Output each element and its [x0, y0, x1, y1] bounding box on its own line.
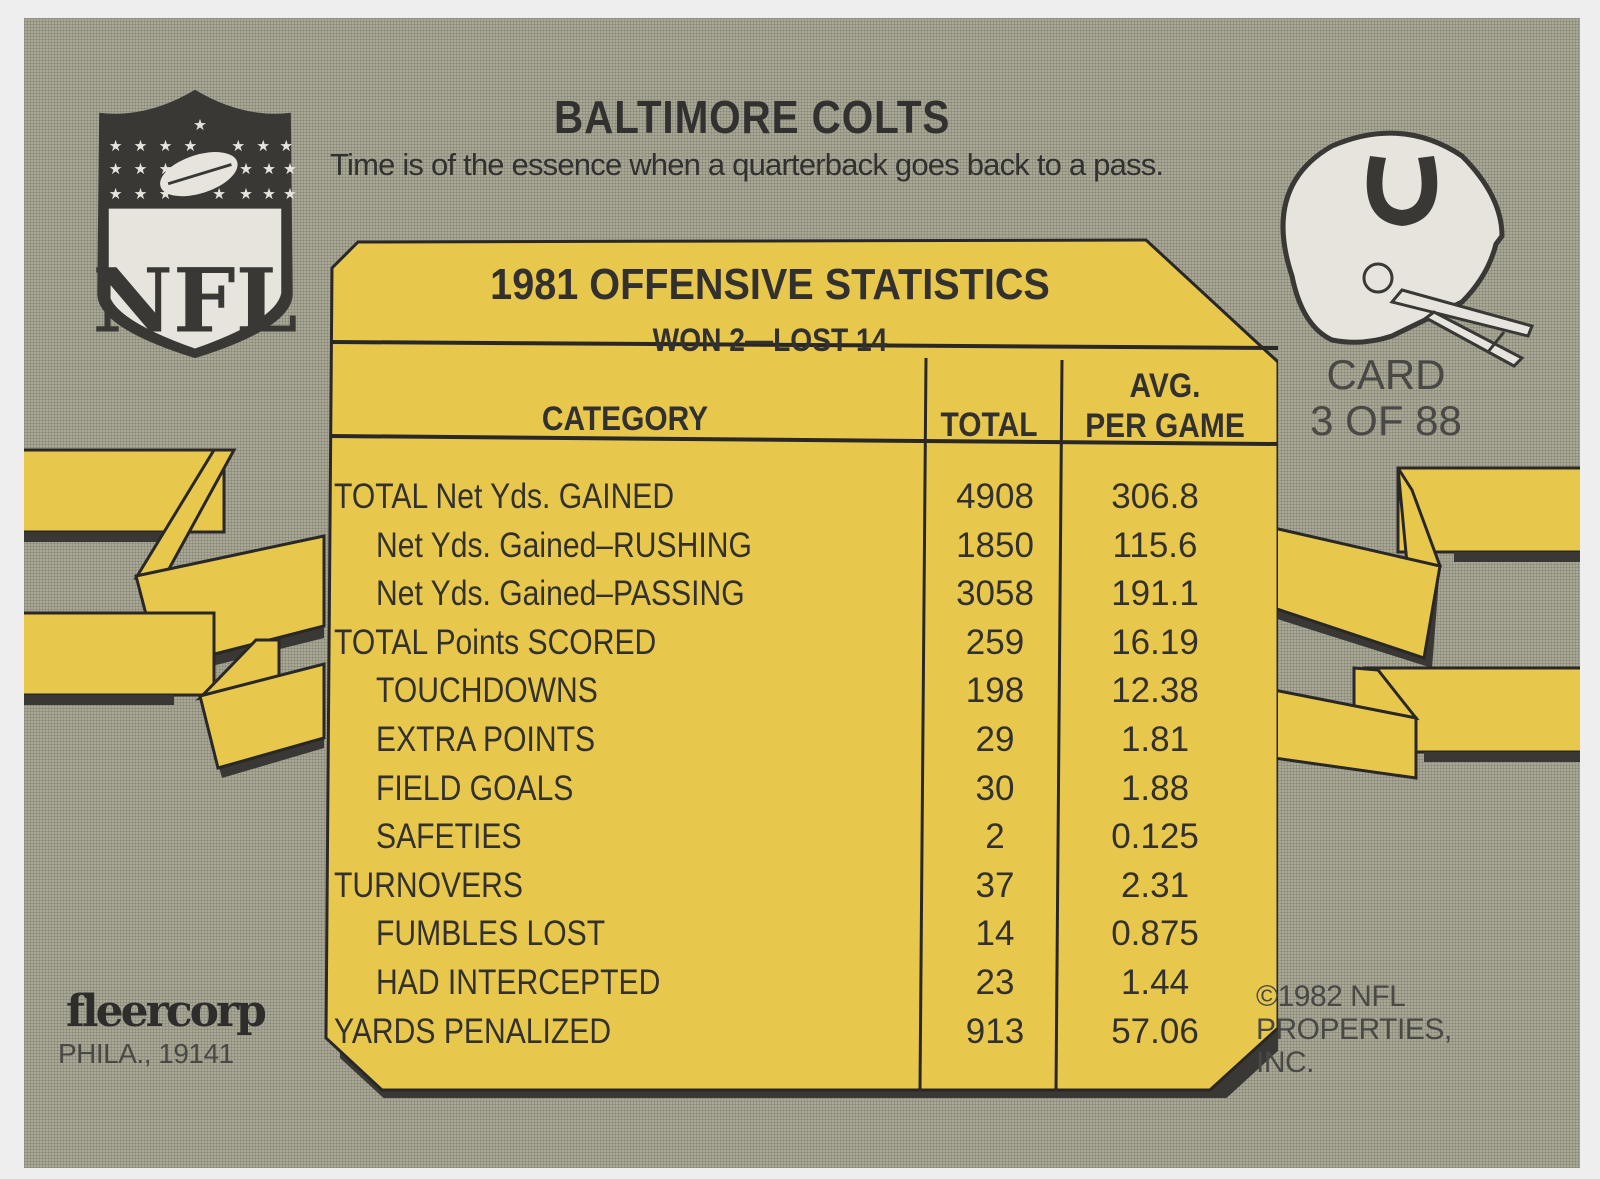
table-row: TOTAL Net Yds. GAINED 4908 306.8	[320, 473, 1278, 522]
row-total: 14	[975, 914, 1015, 954]
row-total: 3058	[956, 574, 1034, 614]
row-avg: 191.1	[1111, 574, 1199, 614]
row-total: 29	[975, 719, 1015, 759]
ribbon-decoration	[24, 448, 1580, 780]
card-number-value: 3 OF 88	[1310, 397, 1462, 444]
row-avg: 0.875	[1111, 914, 1199, 954]
copyright-line: INC.	[1256, 1046, 1314, 1079]
stats-panel-background	[324, 238, 1278, 1098]
row-category: TOUCHDOWNS	[376, 671, 598, 711]
table-row: SAFETIES 2 0.125	[320, 813, 1278, 862]
row-category: Net Yds. Gained–PASSING	[376, 574, 745, 614]
stats-title: 1981 OFFENSIVE STATISTICS	[490, 260, 1050, 309]
team-record: WON 2—LOST 14	[652, 322, 888, 358]
row-category: FUMBLES LOST	[376, 914, 606, 954]
svg-text:★: ★	[193, 116, 207, 134]
svg-text:★: ★	[212, 185, 226, 203]
card-number-label: CARD	[1326, 351, 1446, 398]
row-avg: 57.06	[1111, 1011, 1199, 1051]
table-row: HAD INTERCEPTED 23 1.44	[320, 959, 1278, 1008]
row-total: 2	[985, 817, 1005, 857]
table-row: YARDS PENALIZED 913 57.06	[320, 1008, 1278, 1057]
row-category: TURNOVERS	[334, 865, 523, 905]
colts-helmet-icon	[1280, 130, 1535, 368]
row-avg: 306.8	[1111, 477, 1199, 516]
svg-text:★: ★	[256, 137, 270, 155]
table-row: TOUCHDOWNS 198 12.38	[320, 667, 1278, 716]
row-avg: 0.125	[1111, 817, 1199, 857]
svg-text:★: ★	[109, 160, 123, 178]
row-total: 37	[975, 865, 1015, 905]
column-header-total: TOTAL	[940, 406, 1038, 444]
svg-text:★: ★	[134, 160, 148, 178]
copyright-notice: ©1982 NFL PROPERTIES, INC.	[1256, 980, 1452, 1079]
row-avg: 16.19	[1111, 622, 1199, 662]
nfl-shield-icon: ★ ★ ★ ★ ★ ★ ★ ★ ★ ★ ★ ★ ★ ★ ★ ★ ★ ★ ★ ★ ★ NFL	[92, 89, 298, 359]
row-total: 913	[965, 1011, 1025, 1051]
row-avg: 115.6	[1112, 525, 1198, 565]
column-header-avg-line1: AVG.	[1129, 367, 1201, 405]
tagline: Time is of the essence when a quarterbac…	[330, 147, 1164, 182]
svg-text:★: ★	[239, 160, 253, 178]
row-category: HAD INTERCEPTED	[376, 962, 661, 1002]
row-category: EXTRA POINTS	[376, 719, 596, 759]
table-row: TURNOVERS 37 2.31	[320, 862, 1278, 911]
table-row: FIELD GOALS 30 1.88	[320, 765, 1278, 814]
row-avg: 2.31	[1120, 865, 1190, 905]
row-avg: 1.44	[1120, 962, 1190, 1002]
row-category: TOTAL Points SCORED	[334, 622, 657, 662]
table-row: FUMBLES LOST 14 0.875	[320, 910, 1278, 959]
table-row: Net Yds. Gained–RUSHING 1850 115.6	[320, 522, 1278, 571]
row-category: Net Yds. Gained–RUSHING	[376, 525, 752, 565]
column-header-category: CATEGORY	[541, 400, 709, 438]
svg-text:★: ★	[279, 137, 293, 155]
svg-text:★: ★	[262, 185, 276, 203]
svg-text:★: ★	[239, 185, 253, 203]
table-row: TOTAL Points SCORED 259 16.19	[320, 619, 1278, 668]
card-number: CARD 3 OF 88	[1286, 352, 1486, 444]
table-row: EXTRA POINTS 29 1.81	[320, 716, 1278, 765]
copyright-line: PROPERTIES,	[1256, 1013, 1452, 1046]
row-total: 30	[975, 768, 1015, 808]
row-category: YARDS PENALIZED	[334, 1011, 612, 1051]
svg-text:★: ★	[283, 160, 297, 178]
svg-text:★: ★	[184, 137, 198, 155]
table-row: Net Yds. Gained–PASSING 3058 191.1	[320, 570, 1278, 619]
row-total: 198	[965, 671, 1025, 711]
stats-table-body: TOTAL Net Yds. GAINED 4908 306.8 Net Yds. …	[320, 473, 1278, 1056]
svg-text:★: ★	[159, 137, 173, 155]
row-total: 1850	[956, 525, 1034, 565]
svg-text:★: ★	[262, 160, 276, 178]
svg-text:★: ★	[134, 185, 148, 203]
trading-card-back: ★ ★ ★ ★ ★ ★ ★ ★ ★ ★ ★ ★ ★ ★ ★ ★ ★ ★ ★ ★ ★ NFL BALTIMORE C…	[24, 18, 1580, 1168]
svg-text:NFL: NFL	[92, 248, 297, 352]
column-header-avg-line2: PER GAME	[1085, 407, 1245, 445]
row-category: FIELD GOALS	[376, 768, 574, 808]
publisher-location: PHILA., 19141	[58, 1038, 234, 1069]
svg-text:★: ★	[134, 137, 148, 155]
copyright-line: ©1982 NFL	[1256, 980, 1406, 1013]
publisher-logo: fleercorp	[66, 986, 267, 1037]
row-category: SAFETIES	[376, 817, 522, 857]
row-total: 4908	[956, 477, 1034, 516]
svg-text:★: ★	[109, 185, 123, 203]
row-avg: 1.88	[1120, 768, 1190, 808]
svg-text:★: ★	[283, 185, 297, 203]
row-avg: 1.81	[1120, 719, 1190, 759]
svg-text:★: ★	[231, 137, 245, 155]
row-total: 23	[975, 962, 1015, 1002]
team-name: BALTIMORE COLTS	[554, 91, 951, 143]
stats-panel: 1981 OFFENSIVE STATISTICS WON 2—LOST 14 …	[320, 238, 1278, 1098]
row-category: TOTAL Net Yds. GAINED	[334, 477, 675, 516]
column-header-avg: AVG. PER GAME	[1073, 366, 1258, 446]
row-total: 259	[965, 622, 1025, 662]
row-avg: 12.38	[1111, 671, 1199, 711]
svg-text:★: ★	[109, 137, 123, 155]
